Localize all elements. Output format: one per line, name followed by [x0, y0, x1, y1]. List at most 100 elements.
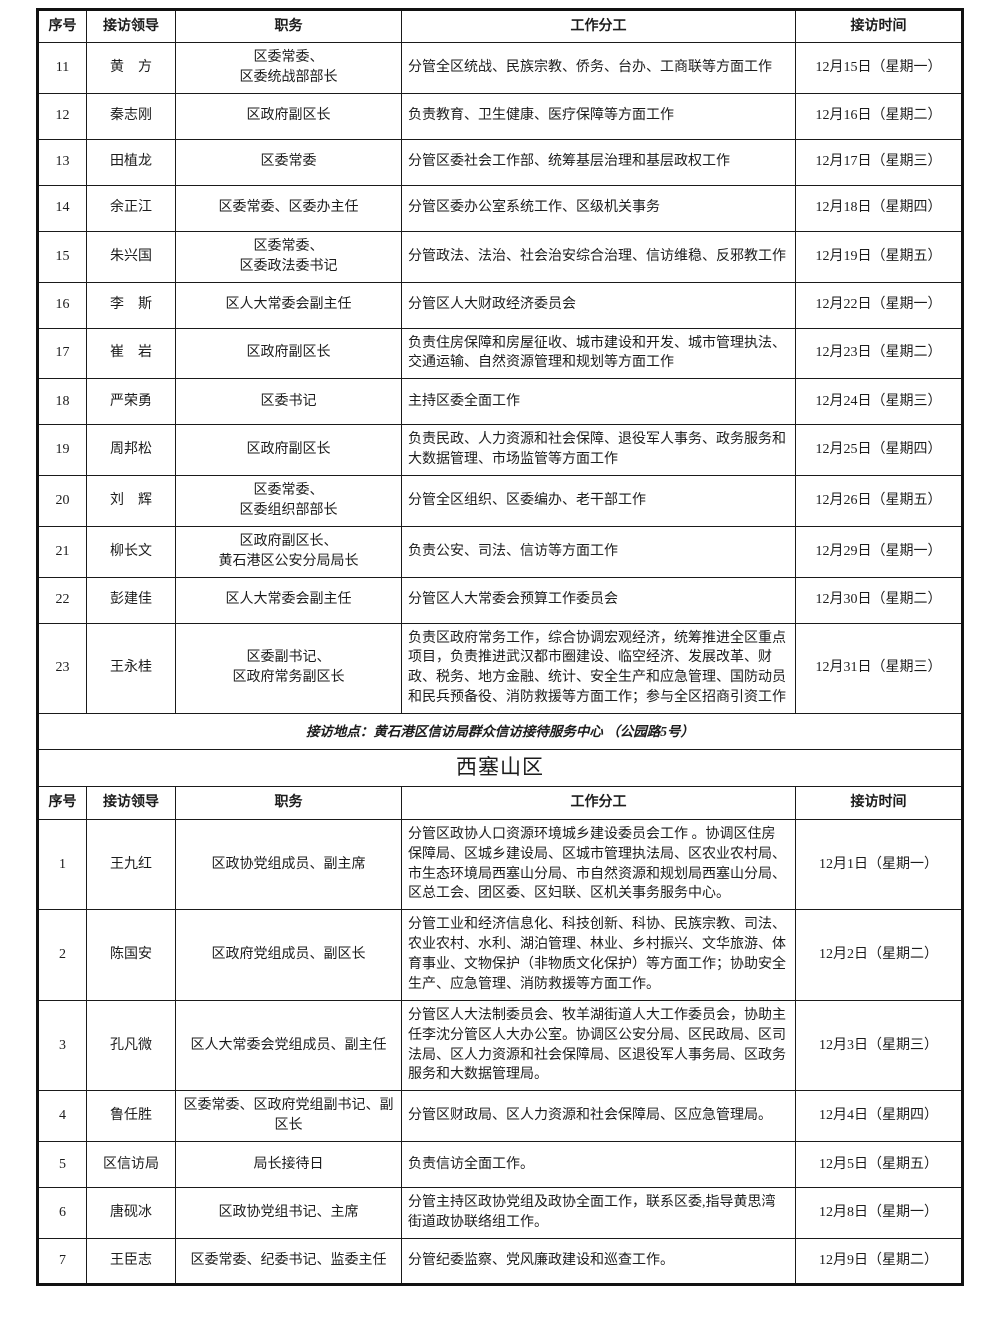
visit-time-cell: 12月1日（星期一）	[795, 818, 963, 911]
visit-time-cell: 12月19日（星期五）	[795, 230, 963, 283]
visit-time-cell: 12月9日（星期二）	[795, 1237, 963, 1285]
visit-time-cell: 12月17日（星期三）	[795, 138, 963, 186]
work-division-cell: 负责住房保障和房屋征收、城市建设和开发、城市管理执法、交通运输、自然资源管理和规…	[401, 327, 796, 380]
leader-name-cell: 王永桂	[86, 622, 176, 714]
row-number-cell: 21	[37, 525, 87, 578]
work-division-cell: 负责信访全面工作。	[401, 1141, 796, 1189]
table-row: 14 余正江 区委常委、区委办主任 分管区委办公室系统工作、区级机关事务 12月…	[37, 184, 963, 232]
position-cell: 区政府副区长	[175, 327, 402, 380]
row-number-cell: 15	[37, 230, 87, 283]
table-row: 2 陈国安 区政府党组成员、副区长 分管工业和经济信息化、科技创新、科协、民族宗…	[37, 909, 963, 1001]
row-number-cell: 20	[37, 475, 87, 527]
position-cell: 区政府党组成员、副区长	[175, 909, 402, 1001]
row-number-cell: 11	[37, 42, 87, 94]
leader-name-cell: 李 斯	[86, 281, 176, 329]
visit-time-cell: 12月15日（星期一）	[795, 42, 963, 94]
work-division-cell: 分管区财政局、区人力资源和社会保障局、区应急管理局。	[401, 1090, 796, 1143]
visit-time-cell: 12月4日（星期四）	[795, 1090, 963, 1143]
position-cell: 区人大常委会副主任	[175, 281, 402, 329]
visit-time-cell: 12月31日（星期三）	[795, 622, 963, 714]
row-number-cell: 14	[37, 184, 87, 232]
position-cell: 区人大常委会副主任	[175, 576, 402, 624]
table2-body: 1 王九红 区政协党组成员、副主席 分管区政协人口资源环境城乡建设委员会工作 。…	[37, 818, 963, 1285]
header-row: 序号 接访领导 职务 工作分工 接访时间	[37, 9, 963, 43]
leader-name-cell: 唐砚冰	[86, 1187, 176, 1239]
table-row: 1 王九红 区政协党组成员、副主席 分管区政协人口资源环境城乡建设委员会工作 。…	[37, 818, 963, 911]
table-row: 17 崔 岩 区政府副区长 负责住房保障和房屋征收、城市建设和开发、城市管理执法…	[37, 327, 963, 380]
row-number-cell: 1	[37, 818, 87, 911]
row-number-cell: 18	[37, 378, 87, 426]
col-header-leader: 接访领导	[86, 9, 176, 43]
leader-name-cell: 刘 辉	[86, 475, 176, 527]
row-number-cell: 19	[37, 424, 87, 476]
position-cell: 区委常委、区政府党组副书记、副区长	[175, 1090, 402, 1143]
work-division-cell: 负责教育、卫生健康、医疗保障等方面工作	[401, 92, 796, 140]
row-number-cell: 6	[37, 1187, 87, 1239]
leader-name-cell: 柳长文	[86, 525, 176, 578]
leader-name-cell: 王九红	[86, 818, 176, 911]
col-header-position-2: 职务	[175, 785, 402, 820]
leader-name-cell: 陈国安	[86, 909, 176, 1001]
table-row: 7 王臣志 区委常委、纪委书记、监委主任 分管纪委监察、党风廉政建设和巡查工作。…	[37, 1237, 963, 1285]
work-division-cell: 分管区政协人口资源环境城乡建设委员会工作 。协调区住房保障局、区城乡建设局、区城…	[401, 818, 796, 911]
table-row: 13 田植龙 区委常委 分管区委社会工作部、统筹基层治理和基层政权工作 12月1…	[37, 138, 963, 186]
position-cell: 区委常委、 区委政法委书记	[175, 230, 402, 283]
visit-time-cell: 12月22日（星期一）	[795, 281, 963, 329]
leader-name-cell: 秦志刚	[86, 92, 176, 140]
work-division-cell: 分管全区统战、民族宗教、侨务、台办、工商联等方面工作	[401, 42, 796, 94]
visit-time-cell: 12月5日（星期五）	[795, 1141, 963, 1189]
work-division-cell: 分管区委社会工作部、统筹基层治理和基层政权工作	[401, 138, 796, 186]
leader-name-cell: 朱兴国	[86, 230, 176, 283]
position-cell: 区委常委、区委办主任	[175, 184, 402, 232]
work-division-cell: 分管区人大法制委员会、牧羊湖街道人大工作委员会，协助主任李沈分管区人大办公室。协…	[401, 999, 796, 1092]
leader-name-cell: 田植龙	[86, 138, 176, 186]
table-row: 6 唐砚冰 区政协党组书记、主席 分管主持区政协党组及政协全面工作，联系区委,指…	[37, 1187, 963, 1239]
work-division-cell: 主持区委全面工作	[401, 378, 796, 426]
row-number-cell: 23	[37, 622, 87, 714]
header-row-2: 序号 接访领导 职务 工作分工 接访时间	[37, 785, 963, 820]
table-row: 3 孔凡微 区人大常委会党组成员、副主任 分管区人大法制委员会、牧羊湖街道人大工…	[37, 999, 963, 1092]
position-cell: 区政府副区长、 黄石港区公安分局局长	[175, 525, 402, 578]
middle-section: 接访地点：黄石港区信访局群众信访接待服务中心 （公园路5号） 西塞山区 序号 接…	[37, 713, 963, 820]
visit-time-cell: 12月18日（星期四）	[795, 184, 963, 232]
table-row: 22 彭建佳 区人大常委会副主任 分管区人大常委会预算工作委员会 12月30日（…	[37, 576, 963, 624]
position-cell: 区人大常委会党组成员、副主任	[175, 999, 402, 1092]
row-number-cell: 5	[37, 1141, 87, 1189]
visit-time-cell: 12月30日（星期二）	[795, 576, 963, 624]
work-division-cell: 负责公安、司法、信访等方面工作	[401, 525, 796, 578]
table1-header: 序号 接访领导 职务 工作分工 接访时间	[37, 9, 963, 43]
row-number-cell: 17	[37, 327, 87, 380]
leader-name-cell: 孔凡微	[86, 999, 176, 1092]
leader-name-cell: 鲁任胜	[86, 1090, 176, 1143]
position-cell: 区委常委、纪委书记、监委主任	[175, 1237, 402, 1285]
table-row: 5 区信访局 局长接待日 负责信访全面工作。 12月5日（星期五）	[37, 1141, 963, 1189]
table1-body: 11 黄 方 区委常委、 区委统战部部长 分管全区统战、民族宗教、侨务、台办、工…	[37, 42, 963, 714]
leader-name-cell: 崔 岩	[86, 327, 176, 380]
visit-time-cell: 12月25日（星期四）	[795, 424, 963, 476]
work-division-cell: 分管工业和经济信息化、科技创新、科协、民族宗教、司法、农业农村、水利、湖泊管理、…	[401, 909, 796, 1001]
row-number-cell: 22	[37, 576, 87, 624]
section-title-row: 西塞山区	[37, 749, 963, 787]
col-header-position: 职务	[175, 9, 402, 43]
table-row: 12 秦志刚 区政府副区长 负责教育、卫生健康、医疗保障等方面工作 12月16日…	[37, 92, 963, 140]
reception-schedule-table: 序号 接访领导 职务 工作分工 接访时间 11 黄 方 区委常委、 区委统战部部…	[36, 8, 964, 1286]
col-header-time: 接访时间	[795, 9, 963, 43]
work-division-cell: 分管政法、法治、社会治安综合治理、信访维稳、反邪教工作	[401, 230, 796, 283]
table-row: 18 严荣勇 区委书记 主持区委全面工作 12月24日（星期三）	[37, 378, 963, 426]
col-header-work-2: 工作分工	[401, 785, 796, 820]
position-cell: 区委常委、 区委组织部部长	[175, 475, 402, 527]
row-number-cell: 7	[37, 1237, 87, 1285]
work-division-cell: 分管主持区政协党组及政协全面工作，联系区委,指导黄思湾街道政协联络组工作。	[401, 1187, 796, 1239]
table-row: 23 王永桂 区委副书记、 区政府常务副区长 负责区政府常务工作，综合协调宏观经…	[37, 622, 963, 714]
reception-location-note-row: 接访地点：黄石港区信访局群众信访接待服务中心 （公园路5号）	[37, 713, 963, 750]
table-row: 21 柳长文 区政府副区长、 黄石港区公安分局局长 负责公安、司法、信访等方面工…	[37, 525, 963, 578]
leader-name-cell: 区信访局	[86, 1141, 176, 1189]
row-number-cell: 16	[37, 281, 87, 329]
table-row: 11 黄 方 区委常委、 区委统战部部长 分管全区统战、民族宗教、侨务、台办、工…	[37, 42, 963, 94]
position-cell: 区政协党组书记、主席	[175, 1187, 402, 1239]
visit-time-cell: 12月3日（星期三）	[795, 999, 963, 1092]
work-division-cell: 分管区委办公室系统工作、区级机关事务	[401, 184, 796, 232]
row-number-cell: 13	[37, 138, 87, 186]
leader-name-cell: 黄 方	[86, 42, 176, 94]
col-header-work: 工作分工	[401, 9, 796, 43]
